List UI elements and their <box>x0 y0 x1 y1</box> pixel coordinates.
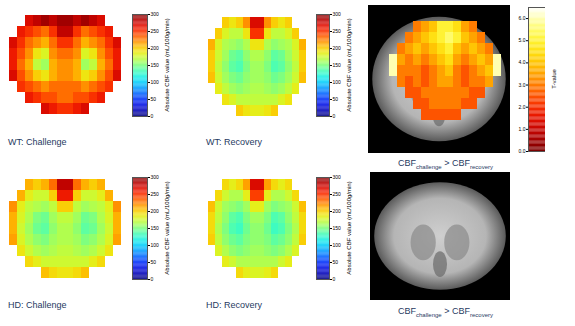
svg-text:6.0: 6.0 <box>519 15 526 21</box>
svg-text:1.0: 1.0 <box>519 126 526 132</box>
svg-text:300: 300 <box>151 11 160 17</box>
html-text:WT: Challenge: WT: Challenge <box>8 137 67 147</box>
svg-text:100: 100 <box>151 242 160 248</box>
html-text:CBFchallenge> CBFrecovery: CBFchallenge> CBFrecovery <box>398 306 493 318</box>
svg-text:150: 150 <box>151 225 160 231</box>
svg-text:150: 150 <box>151 62 160 68</box>
svg-text:200: 200 <box>333 208 342 214</box>
svg-text:5.0: 5.0 <box>519 37 526 43</box>
svg-text:0: 0 <box>151 113 154 119</box>
svg-text:250: 250 <box>151 28 160 34</box>
html-text:Absolute CBF value (mL/100g/mi: Absolute CBF value (mL/100g/min) <box>164 18 170 112</box>
html-text:T-value: T-value <box>551 69 557 89</box>
svg-text:50: 50 <box>151 259 157 265</box>
svg-text:0: 0 <box>151 276 154 282</box>
svg-text:150: 150 <box>333 62 342 68</box>
svg-text:300: 300 <box>151 174 160 180</box>
svg-text:300: 300 <box>333 11 342 17</box>
svg-text:50: 50 <box>333 259 339 265</box>
svg-text:100: 100 <box>333 242 342 248</box>
svg-text:150: 150 <box>333 225 342 231</box>
svg-text:3.0: 3.0 <box>519 82 526 88</box>
svg-text:250: 250 <box>333 28 342 34</box>
svg-text:0.0: 0.0 <box>519 148 526 154</box>
svg-text:200: 200 <box>151 45 160 51</box>
svg-text:100: 100 <box>333 79 342 85</box>
svg-text:0: 0 <box>333 113 336 119</box>
html-text:Absolute CBF value (mL/100g/mi: Absolute CBF value (mL/100g/min) <box>164 181 170 275</box>
svg-text:100: 100 <box>151 79 160 85</box>
svg-text:4.0: 4.0 <box>519 59 526 65</box>
svg-text:200: 200 <box>151 208 160 214</box>
html-text:WT: Recovery: WT: Recovery <box>206 137 262 147</box>
html-text:HD: Recovery: HD: Recovery <box>206 300 262 310</box>
svg-text:2.0: 2.0 <box>519 104 526 110</box>
html-text:HD: Challenge: HD: Challenge <box>8 300 67 310</box>
html-text:Absolute CBF value (mL/100g/mi: Absolute CBF value (mL/100g/min) <box>346 18 352 112</box>
svg-text:250: 250 <box>333 191 342 197</box>
svg-text:50: 50 <box>151 96 157 102</box>
svg-text:200: 200 <box>333 45 342 51</box>
svg-text:250: 250 <box>151 191 160 197</box>
svg-text:300: 300 <box>333 174 342 180</box>
svg-text:0: 0 <box>333 276 336 282</box>
html-text:Absolute CBF value (mL/100g/mi: Absolute CBF value (mL/100g/min) <box>346 181 352 275</box>
svg-text:50: 50 <box>333 96 339 102</box>
html-text:CBFchallenge> CBFrecovery: CBFchallenge> CBFrecovery <box>398 158 493 170</box>
